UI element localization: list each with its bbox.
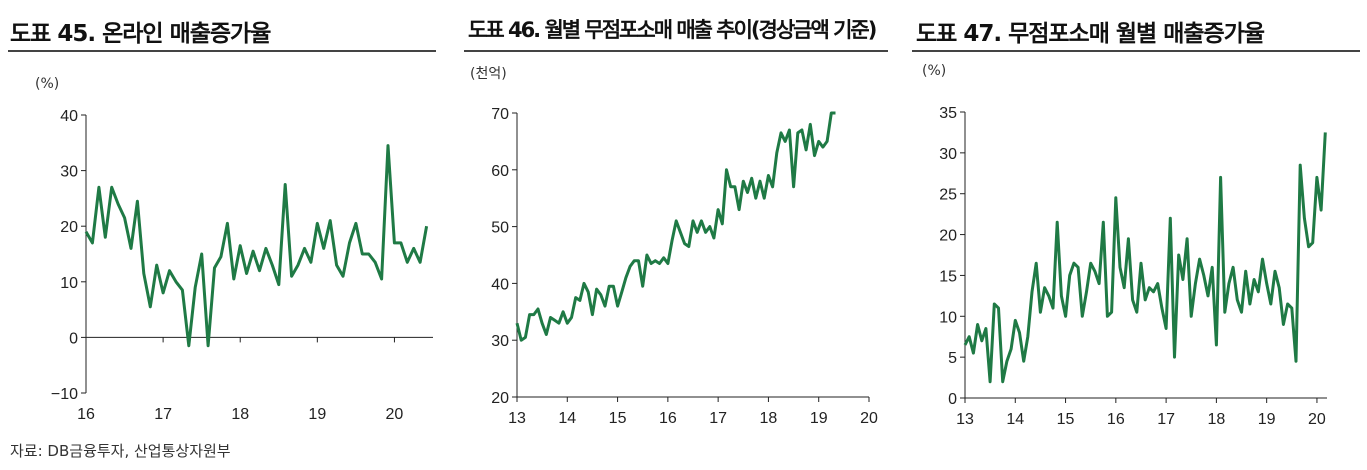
- chart3-title-rule: [912, 50, 1360, 52]
- chart3-y-tick-label: 0: [948, 391, 957, 408]
- chart3-y-tick-label: 15: [939, 268, 957, 285]
- chart1-title-rule: [8, 50, 436, 52]
- chart3-y-tick-label: 25: [939, 187, 957, 204]
- chart3-x-tick-label: 19: [1258, 411, 1276, 428]
- chart1-unit: (%): [35, 76, 60, 92]
- chart2-y-tick-label: 40: [491, 276, 509, 293]
- chart1-y-tick-label: 20: [60, 219, 78, 236]
- chart3-x-tick-label: 13: [956, 411, 974, 428]
- chart2-x-tick-label: 13: [508, 410, 526, 427]
- chart1-x-tick-label: 19: [308, 406, 326, 423]
- chart2-x-tick-label: 17: [709, 410, 727, 427]
- chart1-y-tick-label: 10: [60, 275, 78, 292]
- chart1-title: 도표 45. 온라인 매출증가율: [10, 21, 271, 47]
- chart3-y-tick-label: 35: [939, 105, 957, 122]
- chart2-x-tick-label: 20: [860, 410, 878, 427]
- chart3-x-tick-label: 18: [1207, 411, 1225, 428]
- source-note: 자료: DB금융투자, 산업통상자원부: [10, 442, 231, 460]
- chart1-y-tick-label: 40: [60, 108, 78, 125]
- chart3-y-tick-label: 20: [939, 228, 957, 245]
- chart2-x-tick-label: 19: [810, 410, 828, 427]
- chart2-title: 도표 46. 월별 무점포소매 매출 추이(경상금액 기준): [468, 18, 877, 42]
- chart2-title-rule: [464, 50, 888, 52]
- chart1-x-tick-label: 18: [231, 406, 249, 423]
- chart2-y-tick-label: 50: [491, 220, 509, 237]
- chart2-y-tick-label: 20: [491, 390, 509, 407]
- chart3-series-line: [963, 132, 1327, 384]
- chart3-y-tick-label: 30: [939, 146, 957, 163]
- chart2-y-tick-label: 70: [491, 106, 509, 123]
- chart1-x-tick-label: 16: [77, 406, 95, 423]
- chart2-x-tick-label: 16: [659, 410, 677, 427]
- chart1-x-tick-label: 17: [154, 406, 172, 423]
- chart3-y-tick-label: 5: [948, 350, 957, 367]
- chart2-series-line: [515, 111, 836, 342]
- chart3-x-tick-label: 14: [1006, 411, 1024, 428]
- chart2-y-tick-label: 60: [491, 163, 509, 180]
- chart2-y-tick-label: 30: [491, 333, 509, 350]
- chart1-y-tick-label: 30: [60, 164, 78, 181]
- chart3-y-tick-label: 10: [939, 309, 957, 326]
- chart1-x-tick-label: 20: [386, 406, 404, 423]
- chart3-x-tick-label: 16: [1107, 411, 1125, 428]
- chart1-series-line: [84, 144, 429, 348]
- chart3-x-tick-label: 15: [1057, 411, 1075, 428]
- chart2-x-tick-label: 15: [609, 410, 627, 427]
- chart3-x-tick-label: 17: [1157, 411, 1175, 428]
- chart3-unit: (%): [922, 63, 947, 79]
- chart1-y-tick-label: −10: [51, 386, 78, 403]
- chart3-x-tick-label: 20: [1308, 411, 1326, 428]
- chart2-x-tick-label: 14: [558, 410, 576, 427]
- chart3-title: 도표 47. 무점포소매 월별 매출증가율: [916, 21, 1265, 47]
- chart2-x-tick-label: 18: [760, 410, 778, 427]
- chart1-y-tick-label: 0: [69, 330, 78, 347]
- chart2-unit: (천억): [470, 66, 507, 82]
